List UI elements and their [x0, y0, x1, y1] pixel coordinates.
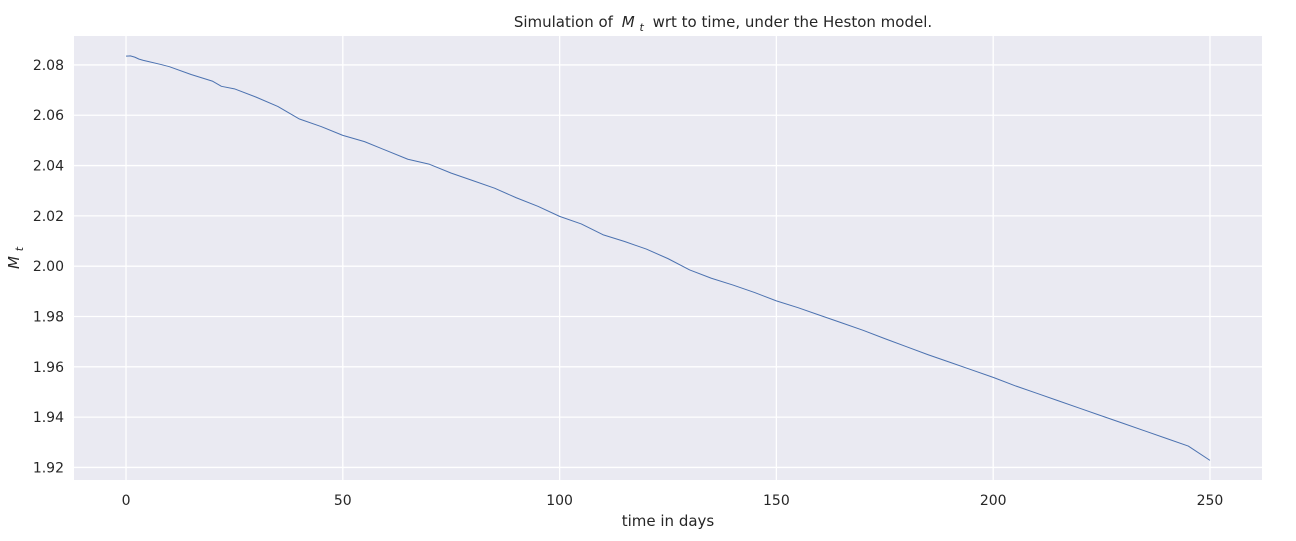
- grid: [74, 36, 1262, 480]
- y-axis-label: M t: [5, 246, 26, 269]
- x-tick-label: 250: [1197, 493, 1224, 509]
- y-tick-label: 1.94: [33, 410, 64, 426]
- chart-title-var: M: [622, 13, 635, 31]
- chart-title-sub: t: [639, 21, 644, 34]
- y-axis-label-var: M: [5, 256, 23, 269]
- chart-title-prefix: Simulation of: [514, 13, 614, 31]
- chart-title-suffix: wrt to time, under the Heston model.: [653, 13, 933, 31]
- series-line: [126, 55, 1211, 461]
- y-tick-label: 2.00: [33, 259, 64, 275]
- series-layer: [126, 55, 1211, 461]
- x-tick-label: 50: [334, 493, 352, 509]
- y-ticks: 1.92 1.94 1.96 1.98 2.00 2.02 2.04 2.06 2.08: [33, 58, 64, 476]
- y-tick-label: 2.08: [33, 58, 64, 74]
- y-tick-label: 2.02: [33, 209, 64, 225]
- y-tick-label: 1.92: [33, 460, 64, 476]
- x-axis-label: time in days: [622, 512, 715, 530]
- plot-area: [74, 36, 1262, 480]
- x-tick-label: 150: [763, 493, 790, 509]
- y-tick-label: 2.04: [33, 159, 64, 175]
- x-tick-label: 100: [546, 493, 573, 509]
- x-ticks: 0 50 100 150 200 250: [122, 493, 1224, 509]
- y-tick-label: 1.98: [33, 309, 64, 325]
- chart-title: Simulation of M t wrt to time, under the…: [514, 13, 932, 35]
- x-tick-label: 0: [122, 493, 131, 509]
- y-tick-label: 2.06: [33, 108, 64, 124]
- y-axis-label-sub: t: [13, 246, 26, 251]
- y-tick-label: 1.96: [33, 360, 64, 376]
- x-tick-label: 200: [980, 493, 1007, 509]
